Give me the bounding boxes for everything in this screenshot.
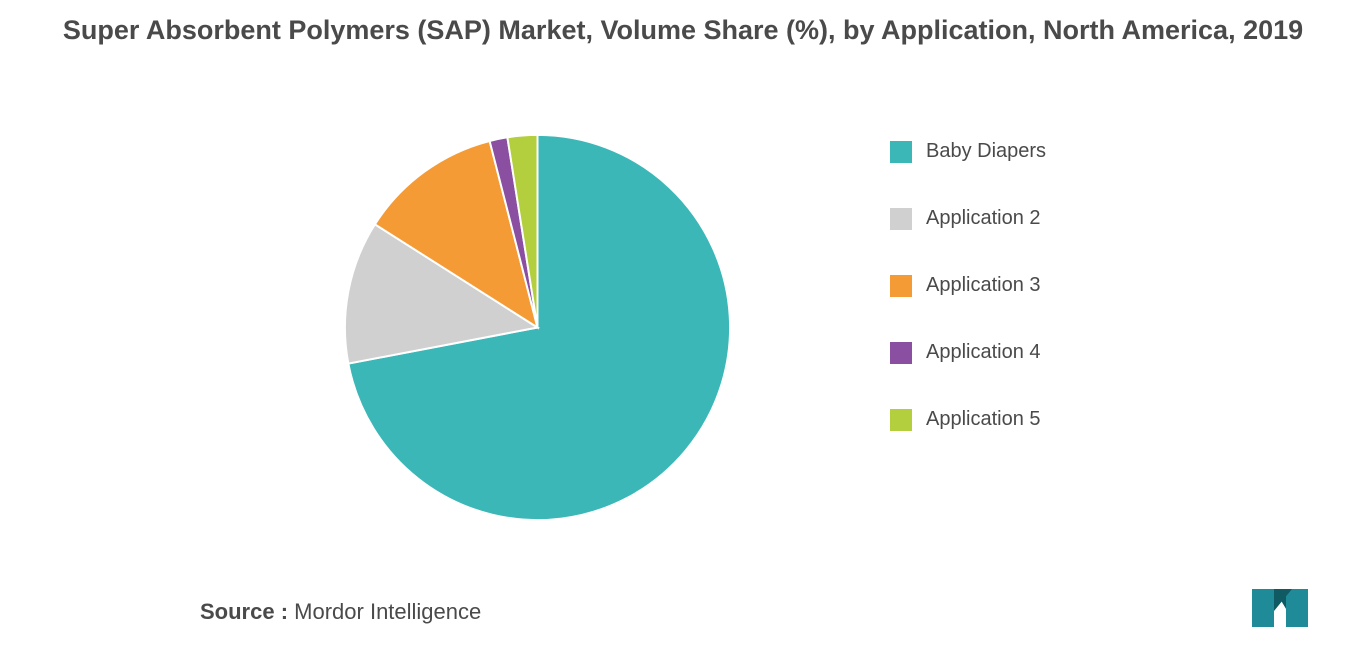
legend-swatch-icon <box>890 275 912 297</box>
legend-swatch-icon <box>890 208 912 230</box>
legend-label: Application 3 <box>926 274 1041 297</box>
source-line: Source : Mordor Intelligence <box>200 599 481 625</box>
footer: Source : Mordor Intelligence <box>0 589 1366 629</box>
legend-item: Application 4 <box>890 341 1190 364</box>
legend: Baby Diapers Application 2 Application 3 Ap… <box>890 140 1190 475</box>
brand-logo-icon <box>1246 587 1326 629</box>
legend-label: Application 2 <box>926 207 1041 230</box>
legend-swatch-icon <box>890 141 912 163</box>
legend-item: Application 3 <box>890 274 1190 297</box>
pie-chart <box>340 130 735 525</box>
legend-swatch-icon <box>890 409 912 431</box>
source-value: Mordor Intelligence <box>294 599 481 624</box>
chart-container: Super Absorbent Polymers (SAP) Market, V… <box>0 0 1366 655</box>
legend-swatch-icon <box>890 342 912 364</box>
legend-label: Application 5 <box>926 408 1041 431</box>
legend-item: Baby Diapers <box>890 140 1190 163</box>
legend-label: Application 4 <box>926 341 1041 364</box>
source-label: Source : <box>200 599 288 624</box>
chart-title: Super Absorbent Polymers (SAP) Market, V… <box>50 12 1316 48</box>
legend-item: Application 2 <box>890 207 1190 230</box>
legend-item: Application 5 <box>890 408 1190 431</box>
legend-label: Baby Diapers <box>926 140 1046 163</box>
chart-area: Baby Diapers Application 2 Application 3 Ap… <box>0 120 1366 550</box>
